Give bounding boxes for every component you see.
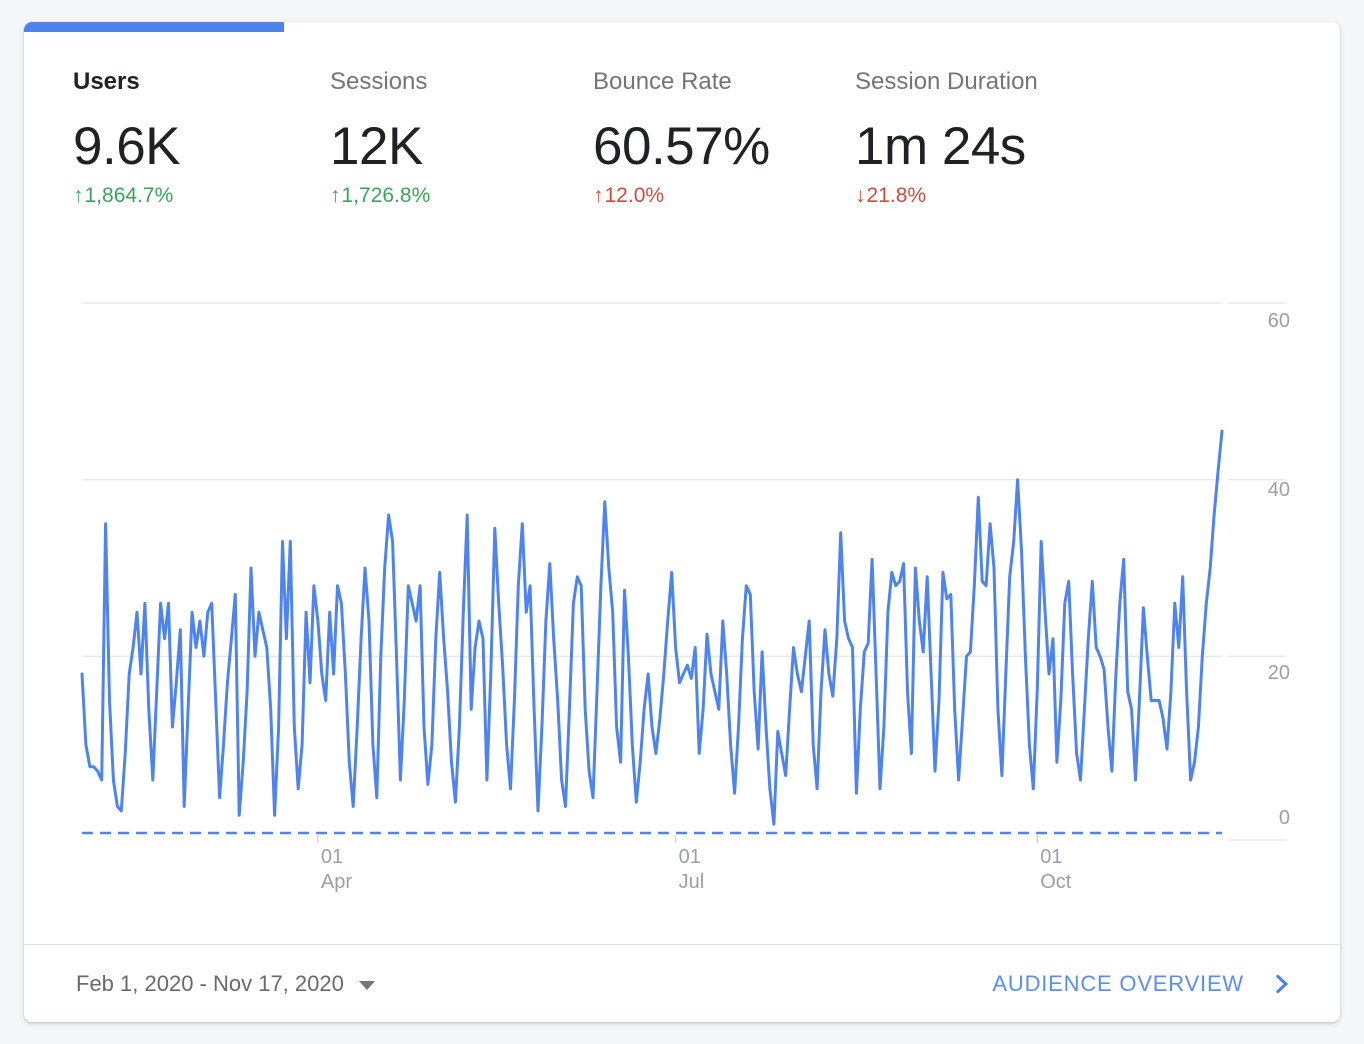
audience-overview-label: AUDIENCE OVERVIEW: [992, 970, 1244, 996]
metric-label: Session Duration: [855, 68, 1038, 95]
metric-label: Sessions: [330, 68, 428, 95]
date-range-text: Feb 1, 2020 - Nov 17, 2020: [76, 970, 344, 996]
up-arrow-icon: ↑: [330, 184, 341, 207]
x-axis-tick-label: 01 Jul: [678, 846, 705, 893]
dropdown-caret-icon: [358, 980, 375, 990]
delta-text: 21.8%: [866, 184, 927, 207]
metric-value: 12K: [330, 117, 423, 176]
x-axis-tick-label: 01 Oct: [1040, 846, 1072, 893]
metrics-row: Users 9.6K ↑1,864.7% Sessions 12K ↑1,726…: [73, 68, 1112, 208]
up-arrow-icon: ↑: [73, 184, 84, 207]
metric-tab-session-duration[interactable]: Session Duration 1m 24s ↓21.8%: [855, 68, 1112, 208]
y-axis-tick-label: 20: [1267, 662, 1290, 685]
active-tab-indicator: [24, 22, 284, 32]
delta-text: 12.0%: [604, 184, 665, 207]
date-range-selector[interactable]: Feb 1, 2020 - Nov 17, 2020: [76, 971, 375, 997]
delta-text: 1,726.8%: [341, 184, 431, 207]
delta-text: 1,864.7%: [84, 184, 174, 207]
metric-tab-bounce-rate[interactable]: Bounce Rate 60.57% ↑12.0%: [593, 68, 855, 208]
chart-canvas: [80, 302, 1286, 843]
metric-tab-users[interactable]: Users 9.6K ↑1,864.7%: [73, 68, 330, 208]
up-arrow-icon: ↑: [593, 184, 604, 207]
down-arrow-icon: ↓: [855, 184, 866, 207]
y-axis-tick-label: 40: [1267, 478, 1290, 501]
users-series-line: [80, 429, 1224, 826]
y-axis-tick-label: 60: [1267, 310, 1290, 332]
metric-value: 9.6K: [73, 117, 181, 176]
y-axis-tick-label: 0: [1278, 807, 1290, 829]
users-trend-line-chart[interactable]: 60 40 20 0 01 Apr 01 Jul 01 Oct: [24, 22, 1340, 962]
chevron-right-icon: [1276, 974, 1289, 993]
analytics-summary-card: Users 9.6K ↑1,864.7% Sessions 12K ↑1,726…: [24, 22, 1340, 1022]
metric-tab-sessions[interactable]: Sessions 12K ↑1,726.8%: [330, 68, 593, 208]
metric-delta: ↑12.0%: [593, 184, 855, 208]
x-axis-tick-label: 01 Apr: [320, 846, 352, 893]
metric-delta: ↓21.8%: [855, 184, 1112, 208]
audience-overview-link[interactable]: AUDIENCE OVERVIEW: [992, 971, 1294, 997]
metric-label: Bounce Rate: [593, 68, 732, 95]
metric-delta: ↑1,726.8%: [330, 184, 593, 208]
metric-value: 60.57%: [593, 117, 770, 176]
metric-value: 1m 24s: [855, 117, 1026, 176]
metric-label: Users: [73, 68, 140, 95]
metric-delta: ↑1,864.7%: [73, 184, 330, 208]
card-footer: Feb 1, 2020 - Nov 17, 2020 AUDIENCE OVER…: [24, 944, 1340, 1022]
